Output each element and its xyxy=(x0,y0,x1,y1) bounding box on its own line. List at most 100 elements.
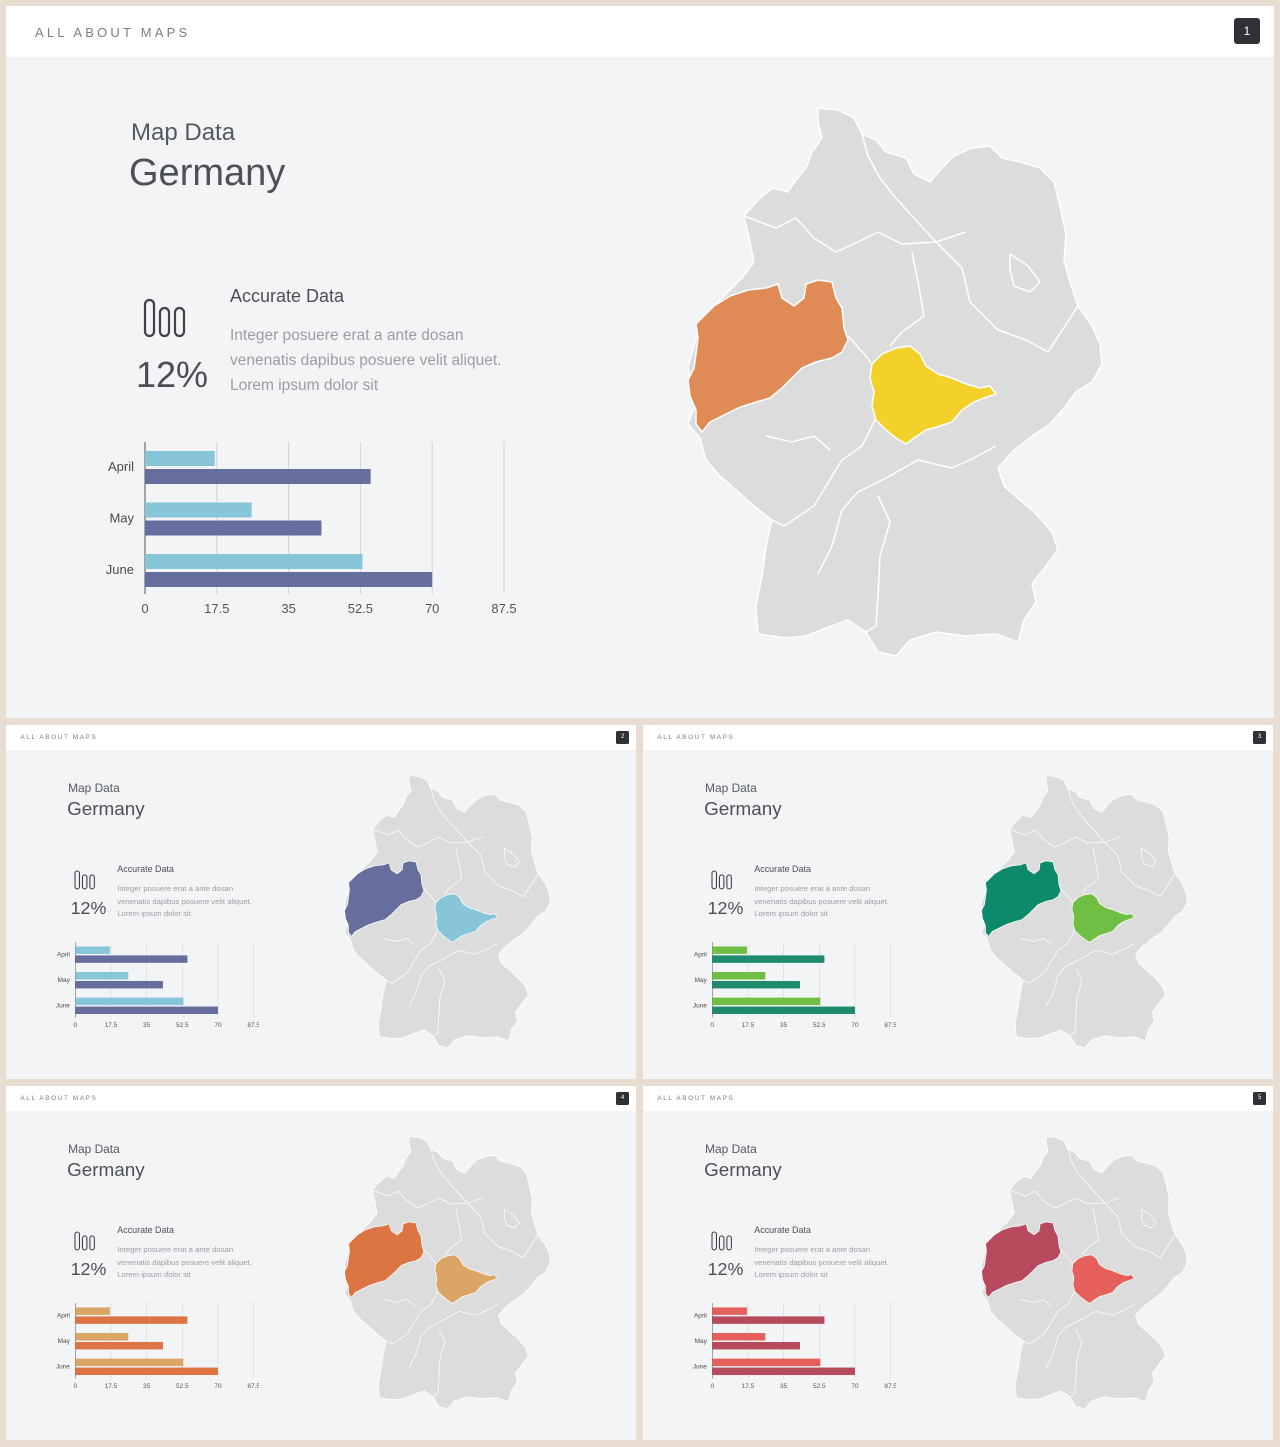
y-category-label: May xyxy=(694,977,707,984)
brand-label: ALL ABOUT MAPS xyxy=(20,734,98,742)
slide-header: ALL ABOUT MAPS 2 xyxy=(6,725,636,751)
region-thuringia[interactable] xyxy=(1071,1254,1136,1304)
stat-percentage: 12% xyxy=(70,897,107,918)
bar-dark xyxy=(145,469,371,484)
y-category-label: April xyxy=(57,1312,70,1319)
bar-chart: 0 17.5 35 52.5 70 87.5 April May June xyxy=(106,442,516,616)
slide-3[interactable]: ALL ABOUT MAPS 3 Map Data Germany 12% Accurat… xyxy=(643,725,1273,1079)
slide-subtitle: Map Data xyxy=(131,119,236,146)
region-thuringia[interactable] xyxy=(1071,893,1136,943)
y-category-label: June xyxy=(56,1002,70,1009)
slide-header: ALL ABOUT MAPS 5 xyxy=(643,1086,1273,1112)
bar-dark xyxy=(75,1006,218,1014)
state-border xyxy=(865,495,891,633)
slide-title: Germany xyxy=(129,152,286,194)
bar-light xyxy=(75,1332,129,1341)
slide-1[interactable]: ALL ABOUT MAPS 1 Map Data Germany 12% Accurat… xyxy=(6,6,1274,718)
state-border xyxy=(1009,1189,1121,1209)
stat-description-line: venenatis dapibus posuere velit aliquet. xyxy=(117,896,252,906)
x-tick-label: 35 xyxy=(281,601,295,616)
slide-2[interactable]: ALL ABOUT MAPS 2 Map Data Germany 12% Accurat… xyxy=(6,725,636,1079)
slide-subtitle: Map Data xyxy=(705,1142,757,1157)
y-category-label: April xyxy=(108,459,134,474)
bar-light xyxy=(712,971,766,980)
state-border xyxy=(1009,828,1121,848)
page-number-badge: 5 xyxy=(1253,1091,1267,1105)
state-border xyxy=(861,133,937,243)
stat-percentage: 12% xyxy=(707,897,744,918)
state-border xyxy=(1141,847,1158,868)
germany-map xyxy=(344,775,551,1049)
bar-chart-icon xyxy=(711,1231,732,1251)
x-tick-label: 17.5 xyxy=(741,1022,754,1029)
slide-subtitle: Map Data xyxy=(68,781,120,796)
region-thuringia[interactable] xyxy=(434,893,499,943)
stat-description-line: Lorem ipsum dolor sit xyxy=(230,377,379,394)
slide-5[interactable]: ALL ABOUT MAPS 5 Map Data Germany 12% Accurat… xyxy=(643,1086,1273,1440)
slide-subtitle: Map Data xyxy=(705,781,757,796)
state-border xyxy=(1067,788,1106,843)
region-north-rhine-westphalia[interactable] xyxy=(344,860,425,937)
slide-title: Germany xyxy=(67,1158,145,1180)
bar-light xyxy=(75,1358,184,1366)
bar-dark xyxy=(145,520,322,536)
state-border xyxy=(817,445,997,575)
slide-title: Germany xyxy=(704,1158,782,1180)
region-thuringia[interactable] xyxy=(434,1254,499,1304)
region-north-rhine-westphalia[interactable] xyxy=(687,279,849,433)
stat-description-line: Lorem ipsum dolor sit xyxy=(117,1270,191,1280)
state-border xyxy=(409,1304,498,1369)
region-north-rhine-westphalia[interactable] xyxy=(981,1221,1062,1298)
stat-description-line: venenatis dapibus posuere velit aliquet. xyxy=(117,1257,252,1267)
x-tick-label: 70 xyxy=(214,1022,222,1029)
x-tick-label: 70 xyxy=(214,1383,222,1390)
state-border xyxy=(1141,1208,1158,1229)
state-border xyxy=(889,251,925,347)
x-tick-label: 0 xyxy=(73,1383,77,1390)
x-tick-label: 17.5 xyxy=(104,1022,117,1029)
state-border xyxy=(383,938,416,946)
stat-percentage: 12% xyxy=(70,1258,107,1279)
state-border xyxy=(430,1149,469,1204)
x-tick-label: 70 xyxy=(425,601,439,616)
state-border xyxy=(504,1208,521,1229)
state-border xyxy=(444,847,463,895)
slide-4[interactable]: ALL ABOUT MAPS 4 Map Data Germany 12% Accurat… xyxy=(6,1086,636,1440)
bar-chart-icon xyxy=(74,870,95,890)
slide-header: ALL ABOUT MAPS 1 xyxy=(6,6,1274,57)
y-category-label: June xyxy=(693,1002,707,1009)
stat-heading: Accurate Data xyxy=(230,286,345,306)
stat-description-line: venenatis dapibus posuere velit aliquet. xyxy=(754,896,889,906)
stat-percentage: 12% xyxy=(136,354,209,395)
state-border xyxy=(935,241,1079,353)
x-tick-label: 87.5 xyxy=(884,1022,896,1029)
bar-light xyxy=(712,1332,766,1341)
x-tick-label: 87.5 xyxy=(247,1383,259,1390)
state-border xyxy=(1020,1299,1053,1307)
x-tick-label: 0 xyxy=(710,1383,714,1390)
state-border xyxy=(1070,1329,1083,1398)
bar-dark xyxy=(712,955,825,963)
bar-light xyxy=(712,946,747,954)
bar-dark xyxy=(712,1316,825,1324)
stat-description-line: Integer posuere erat a ante dosan xyxy=(117,884,234,894)
state-border xyxy=(1081,1208,1100,1256)
state-border xyxy=(743,215,967,253)
x-tick-label: 52.5 xyxy=(348,601,373,616)
state-border xyxy=(1070,968,1083,1037)
y-category-label: April xyxy=(694,951,707,958)
region-north-rhine-westphalia[interactable] xyxy=(344,1221,425,1298)
state-border xyxy=(430,788,469,843)
region-thuringia[interactable] xyxy=(869,345,997,445)
stat-description-line: Lorem ipsum dolor sit xyxy=(754,909,828,919)
region-north-rhine-westphalia[interactable] xyxy=(981,860,1062,937)
state-border xyxy=(383,1299,416,1307)
stat-description-line: Integer posuere erat a ante dosan xyxy=(230,327,464,344)
bar-dark xyxy=(75,1367,218,1375)
germany-map xyxy=(687,107,1103,657)
state-border xyxy=(433,1329,446,1398)
bar-chart-icon xyxy=(74,1231,95,1251)
bar-chart: 0 17.5 35 52.5 70 87.5 April May June xyxy=(693,941,896,1029)
x-tick-label: 52.5 xyxy=(176,1383,189,1390)
bar-chart: 0 17.5 35 52.5 70 87.5 April May June xyxy=(56,941,259,1029)
